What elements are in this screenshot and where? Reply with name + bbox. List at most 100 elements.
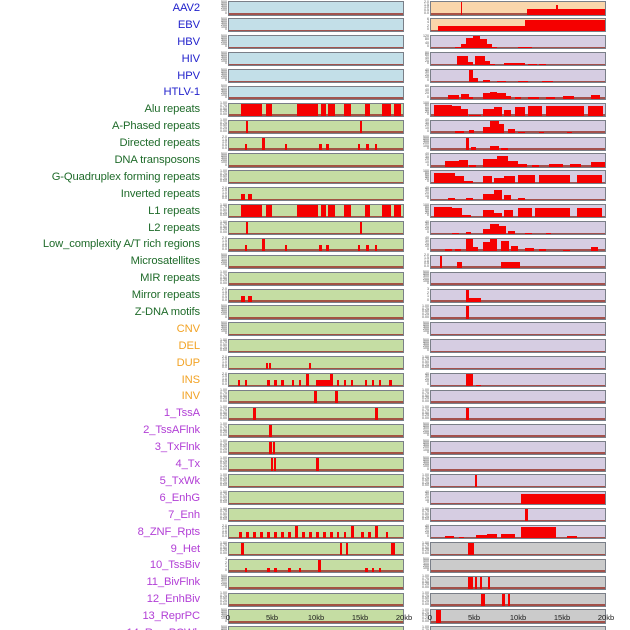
track-label-dna-transposons[interactable]: DNA transposons: [114, 154, 200, 167]
track-panel-right[interactable]: [430, 508, 606, 523]
track-panel-right[interactable]: [430, 187, 606, 202]
track-panel-right[interactable]: [430, 288, 606, 303]
track-panel-left[interactable]: [228, 288, 404, 303]
track-panel-left[interactable]: [228, 102, 404, 117]
track-panel-left[interactable]: [228, 119, 404, 134]
track-label-g-quadruplex-forming-repeats[interactable]: G-Quadruplex forming repeats: [51, 170, 200, 183]
track-panel-right[interactable]: [430, 609, 606, 624]
track-label-htlv-1[interactable]: HTLV-1: [163, 86, 201, 99]
track-label-hiv[interactable]: HIV: [181, 52, 200, 65]
track-panel-right[interactable]: [430, 305, 606, 320]
track-label-hbv[interactable]: HBV: [177, 35, 200, 48]
track-label-microsatellites[interactable]: Microsatellites: [130, 255, 200, 268]
track-panel-right[interactable]: [430, 85, 606, 100]
track-panel-right[interactable]: [430, 558, 606, 573]
track-panel-left[interactable]: [228, 575, 404, 590]
track-panel-left[interactable]: [228, 541, 404, 556]
track-label-ins[interactable]: INS: [181, 373, 200, 386]
track-panel-right[interactable]: [430, 525, 606, 540]
track-panel-left[interactable]: [228, 322, 404, 337]
track-label-z-dna-motifs[interactable]: Z-DNA motifs: [134, 306, 200, 319]
track-label-mirror-repeats[interactable]: Mirror repeats: [131, 289, 200, 302]
track-label-inv[interactable]: INV: [181, 390, 200, 403]
track-label-dup[interactable]: DUP: [176, 356, 200, 369]
track-panel-right[interactable]: [430, 423, 606, 438]
track-panel-right[interactable]: [430, 35, 606, 50]
track-panel-right[interactable]: [430, 170, 606, 185]
track-label-5-txwk[interactable]: 5_TxWk: [159, 474, 201, 487]
track-panel-right[interactable]: [430, 237, 606, 252]
track-panel-left[interactable]: [228, 52, 404, 67]
track-label-aav2[interactable]: AAV2: [172, 2, 200, 14]
track-label-del[interactable]: DEL: [178, 339, 201, 352]
track-label-l2-repeats[interactable]: L2 repeats: [148, 221, 200, 234]
track-label-a-phased-repeats[interactable]: A-Phased repeats: [112, 120, 200, 133]
track-panel-right[interactable]: [430, 136, 606, 151]
track-panel-right[interactable]: [430, 52, 606, 67]
track-label-mir-repeats[interactable]: MIR repeats: [140, 272, 200, 285]
track-panel-right[interactable]: [430, 271, 606, 286]
track-panel-left[interactable]: [228, 153, 404, 168]
track-panel-right[interactable]: [430, 440, 606, 455]
track-panel-left[interactable]: [228, 170, 404, 185]
track-label-7-enh[interactable]: 7_Enh: [168, 508, 200, 521]
track-label-alu-repeats[interactable]: Alu repeats: [144, 103, 201, 116]
track-label-9-het[interactable]: 9_Het: [170, 542, 200, 555]
track-panel-left[interactable]: [228, 339, 404, 354]
track-panel-left[interactable]: [228, 491, 404, 506]
track-panel-right[interactable]: [430, 339, 606, 354]
track-panel-left[interactable]: [228, 85, 404, 100]
track-panel-left[interactable]: [228, 271, 404, 286]
track-panel-left[interactable]: [228, 440, 404, 455]
track-panel-left[interactable]: [228, 204, 404, 219]
track-panel-right[interactable]: [430, 389, 606, 404]
track-panel-right[interactable]: [430, 406, 606, 421]
track-label-13-reprpc[interactable]: 13_ReprPC: [142, 610, 200, 623]
track-label-low-complexity-a-t-rich-regions[interactable]: Low_complexity A/T rich regions: [42, 238, 200, 251]
track-panel-left[interactable]: [228, 136, 404, 151]
track-panel-right[interactable]: [430, 575, 606, 590]
track-label-4-tx[interactable]: 4_Tx: [175, 458, 201, 471]
track-panel-right[interactable]: [430, 18, 606, 33]
track-label-inverted-repeats[interactable]: Inverted repeats: [120, 187, 200, 200]
track-label-3-txflnk[interactable]: 3_TxFlnk: [154, 441, 200, 454]
track-panel-left[interactable]: [228, 372, 404, 388]
track-panel-left[interactable]: [228, 592, 404, 607]
track-panel-left[interactable]: [228, 389, 404, 404]
track-panel-left[interactable]: [228, 68, 404, 84]
track-label-12-enhbiv[interactable]: 12_EnhBiv: [146, 593, 200, 606]
track-panel-right[interactable]: [430, 153, 606, 168]
track-panel-left[interactable]: [228, 474, 404, 489]
track-panel-right[interactable]: [430, 626, 606, 630]
track-label-14-reprpcwk[interactable]: 14_ReprPCWk: [0, 625, 204, 630]
track-panel-right[interactable]: [430, 119, 606, 134]
track-panel-left[interactable]: [228, 35, 404, 50]
track-panel-right[interactable]: [430, 491, 606, 506]
track-label-10-tssbiv[interactable]: 10_TssBiv: [149, 559, 200, 572]
track-label-hpv[interactable]: HPV: [177, 69, 200, 82]
track-label-1-tssa[interactable]: 1_TssA: [163, 407, 200, 420]
track-panel-left[interactable]: [228, 525, 404, 540]
track-panel-right[interactable]: [430, 474, 606, 489]
track-panel-right[interactable]: [430, 254, 606, 269]
track-panel-right[interactable]: [430, 356, 606, 371]
track-panel-left[interactable]: [228, 558, 404, 573]
track-panel-left[interactable]: [228, 237, 404, 252]
track-label-l1-repeats[interactable]: L1 repeats: [148, 204, 200, 217]
track-panel-right[interactable]: [430, 372, 606, 388]
track-panel-left[interactable]: [228, 508, 404, 523]
track-label-8-znf-rpts[interactable]: 8_ZNF_Rpts: [137, 525, 201, 538]
track-panel-right[interactable]: [430, 322, 606, 337]
track-panel-left[interactable]: [228, 220, 404, 236]
track-panel-left[interactable]: [228, 406, 404, 421]
track-label-ebv[interactable]: EBV: [177, 18, 200, 31]
track-panel-right[interactable]: [430, 68, 606, 84]
track-panel-left[interactable]: [228, 626, 404, 630]
track-panel-left[interactable]: [228, 356, 404, 371]
track-label-2-tssaflnk[interactable]: 2_TssAFlnk: [143, 424, 200, 437]
track-panel-left[interactable]: [228, 187, 404, 202]
track-label-11-bivflnk[interactable]: 11_BivFlnk: [146, 576, 200, 589]
track-panel-right[interactable]: [430, 102, 606, 117]
track-label-directed-repeats[interactable]: Directed repeats: [119, 137, 201, 150]
track-panel-right[interactable]: [430, 592, 606, 607]
